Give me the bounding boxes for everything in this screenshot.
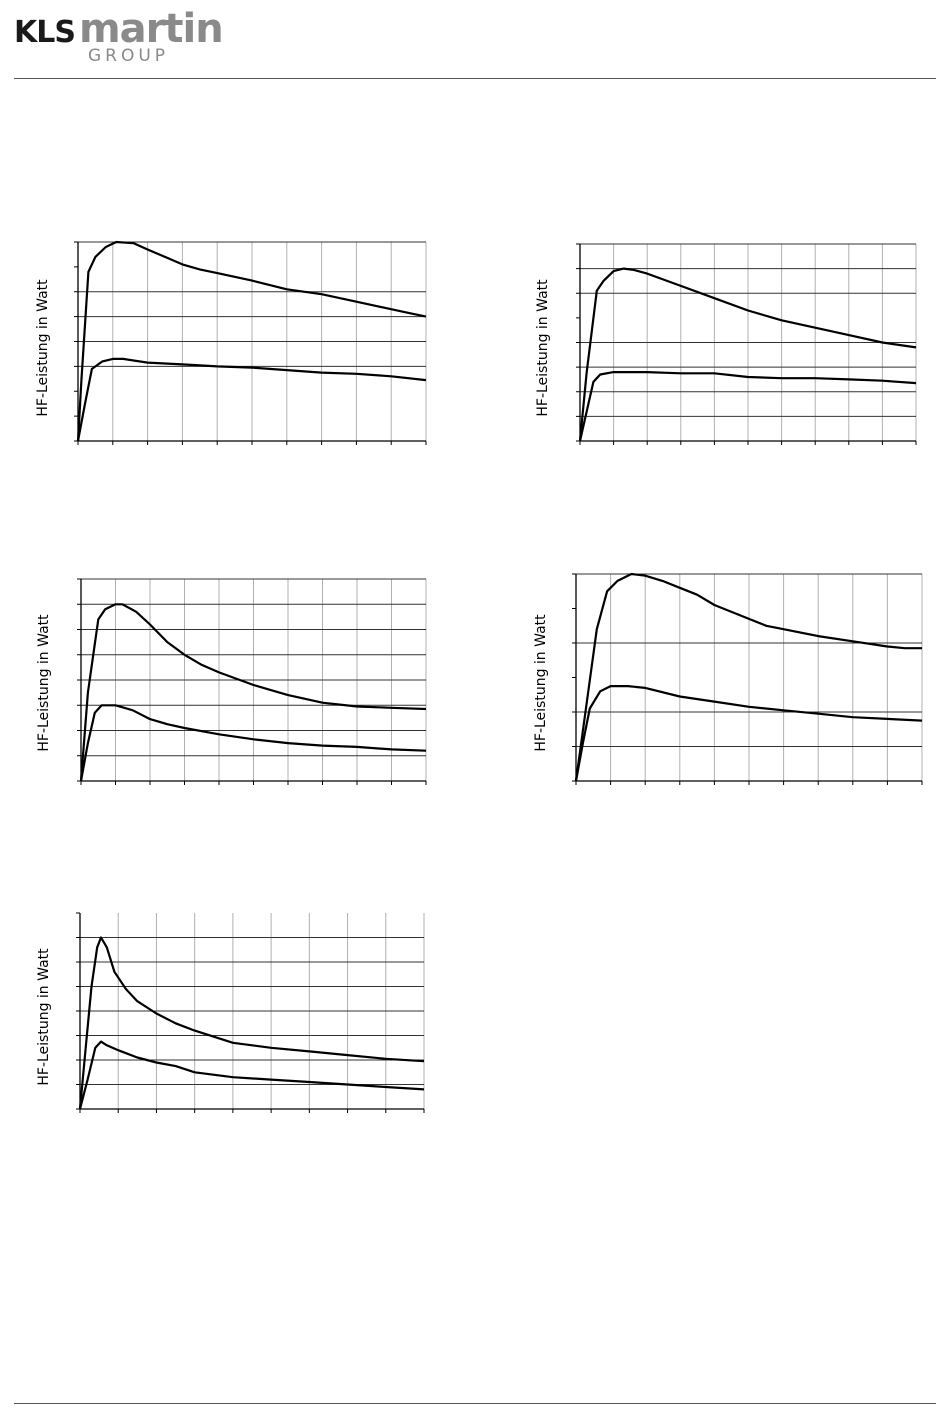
- logo-martin-text: martin: [78, 6, 224, 52]
- header-rule: [14, 78, 936, 79]
- series-line-1: [578, 267, 917, 442]
- series-line-2: [78, 1040, 425, 1110]
- series-line-2: [76, 357, 427, 442]
- series-line-2: [574, 685, 923, 782]
- kls-martin-logo: KLS martin GROUP: [14, 6, 254, 66]
- series-line-1: [79, 603, 427, 782]
- series-line-1: [76, 240, 427, 442]
- series-line-2: [578, 371, 917, 442]
- logo-group-text: GROUP: [88, 46, 170, 66]
- series-line-2: [79, 704, 427, 782]
- series-line-1: [574, 572, 922, 782]
- logo-kls-text: KLS: [14, 15, 76, 50]
- y-axis-label: HF-Leistung in Watt: [36, 614, 52, 752]
- y-axis-label: HF-Leistung in Watt: [36, 948, 52, 1086]
- footer-rule: [14, 1403, 936, 1404]
- series-line-1: [78, 936, 425, 1110]
- y-axis-label: HF-Leistung in Watt: [533, 614, 549, 752]
- y-axis-label: HF-Leistung in Watt: [535, 279, 551, 417]
- y-axis-label: HF-Leistung in Watt: [35, 279, 51, 417]
